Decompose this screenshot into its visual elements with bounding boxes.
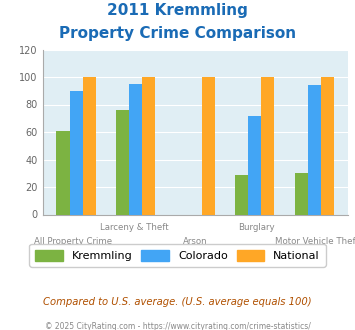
Bar bbox=[248, 115, 261, 214]
Text: © 2025 CityRating.com - https://www.cityrating.com/crime-statistics/: © 2025 CityRating.com - https://www.city… bbox=[45, 322, 310, 330]
Bar bbox=[308, 85, 321, 214]
Text: Motor Vehicle Theft: Motor Vehicle Theft bbox=[275, 237, 355, 246]
Text: Property Crime Comparison: Property Crime Comparison bbox=[59, 26, 296, 41]
Text: Larceny & Theft: Larceny & Theft bbox=[100, 223, 169, 232]
Bar bbox=[295, 173, 308, 214]
Bar bbox=[235, 175, 248, 215]
Text: All Property Crime: All Property Crime bbox=[34, 237, 112, 246]
Bar bbox=[261, 77, 274, 214]
Text: Arson: Arson bbox=[183, 237, 208, 246]
Bar bbox=[321, 77, 334, 214]
Bar bbox=[70, 91, 83, 214]
Bar bbox=[202, 77, 215, 214]
Bar bbox=[116, 110, 129, 214]
Bar bbox=[56, 131, 70, 214]
Text: 2011 Kremmling: 2011 Kremmling bbox=[107, 3, 248, 18]
Text: Compared to U.S. average. (U.S. average equals 100): Compared to U.S. average. (U.S. average … bbox=[43, 297, 312, 307]
Bar bbox=[83, 77, 96, 214]
Legend: Kremmling, Colorado, National: Kremmling, Colorado, National bbox=[29, 244, 326, 267]
Bar bbox=[142, 77, 155, 214]
Bar bbox=[129, 84, 142, 214]
Text: Burglary: Burglary bbox=[238, 223, 275, 232]
